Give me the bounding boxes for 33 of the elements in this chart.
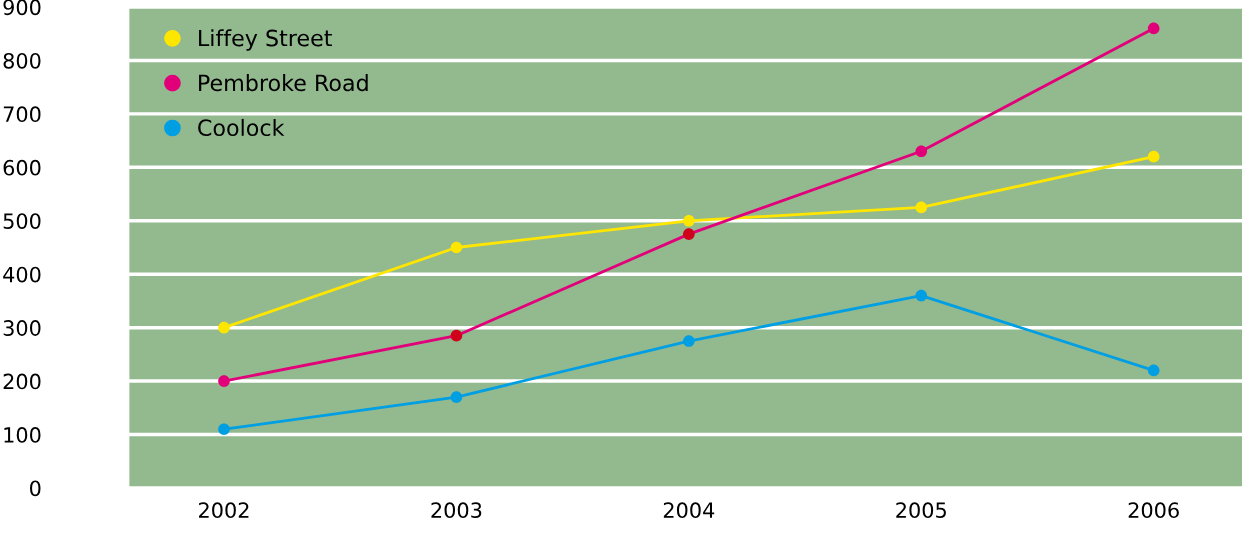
legend-label: Liffey Street xyxy=(199,29,332,51)
y-tick-label: 800 xyxy=(3,52,41,69)
y-tick-label: 600 xyxy=(3,159,41,176)
point xyxy=(218,423,230,436)
point xyxy=(218,321,230,334)
y-tick-label: 500 xyxy=(3,213,41,229)
point xyxy=(683,335,695,347)
point xyxy=(1147,22,1160,35)
y-tick-label: 400 xyxy=(3,266,41,283)
point xyxy=(450,391,463,403)
point xyxy=(683,214,695,227)
point xyxy=(450,329,463,342)
x-tick-label: 2006 xyxy=(1128,502,1179,519)
point xyxy=(218,375,230,387)
y-tick-label: 0 xyxy=(30,480,41,497)
y-tick-label: 700 xyxy=(3,106,41,123)
point xyxy=(915,201,928,214)
legend-label: Coolock xyxy=(198,118,285,137)
x-tick-label: 2004 xyxy=(663,502,715,519)
x-tick-label: 2005 xyxy=(896,502,946,519)
x-tick-label: 2002 xyxy=(199,502,249,519)
point xyxy=(1147,150,1160,163)
point xyxy=(1147,364,1160,377)
x-tick-label: 2003 xyxy=(431,502,482,519)
y-tick-label: 300 xyxy=(3,320,41,336)
point xyxy=(915,289,928,302)
y-tick-label: 200 xyxy=(3,373,41,390)
point xyxy=(915,145,928,158)
point xyxy=(683,228,695,240)
legend-label: Pembroke Road xyxy=(199,74,368,92)
y-tick-label: 900 xyxy=(3,0,41,16)
point xyxy=(450,241,463,254)
y-tick-label: 100 xyxy=(4,427,41,443)
